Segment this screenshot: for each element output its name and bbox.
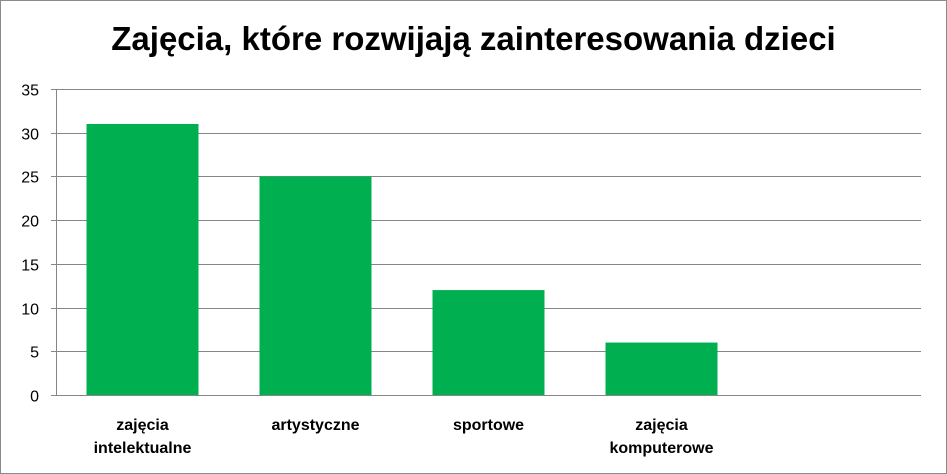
bar: [259, 176, 372, 395]
y-tick-label: 15: [21, 258, 39, 275]
labels: 0 5 10 15 20 25 30 35 zajęcia intelektualne artyst…: [21, 83, 713, 458]
y-tick-label: 20: [21, 214, 39, 231]
gridlines: [56, 89, 921, 352]
chart-title: Zajęcia, które rozwijają zainteresowania…: [111, 20, 836, 57]
y-tick-label: 5: [30, 345, 39, 362]
bar: [86, 123, 199, 395]
y-tick-label: 25: [21, 170, 39, 187]
y-tick-label: 10: [21, 302, 39, 319]
x-category-label: sportowe: [453, 417, 524, 434]
bar: [605, 342, 718, 395]
y-tick-label: 35: [21, 83, 39, 100]
bars: [86, 123, 718, 395]
axes: [51, 89, 921, 396]
x-category-label: zajęcia intelektualne: [94, 417, 192, 457]
y-tick-label: 30: [21, 127, 39, 144]
x-category-label: zajęcia komputerowe: [609, 417, 713, 457]
x-category-label: artystyczne: [271, 417, 359, 434]
y-tick-label: 0: [30, 389, 39, 406]
bar: [432, 290, 545, 395]
